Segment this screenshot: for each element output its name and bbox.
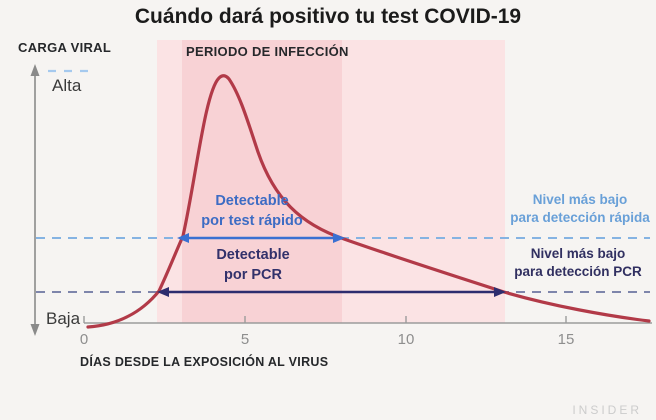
x-tick-label-5: 5 [240, 331, 250, 348]
x-tick-label-0: 0 [79, 331, 89, 348]
x-tick-label-10: 10 [397, 331, 415, 348]
rapid-threshold-annotation-line1: Nivel más bajo [532, 192, 628, 207]
pcr-window-annotation-line1: Detectable [216, 247, 290, 263]
viral-load-curve [86, 74, 651, 329]
rapid-test-window-band [182, 40, 342, 323]
insider-watermark: INSIDER [572, 403, 642, 417]
page-title: Cuándo dará positivo tu test COVID-19 [134, 5, 522, 28]
pcr-window-arrow-left-icon [157, 287, 169, 297]
y-axis-arrow-down-icon [30, 324, 40, 336]
x-tick-label-15: 15 [557, 331, 575, 348]
y-axis-label-baja: Baja [46, 309, 81, 328]
pcr-threshold-annotation-line2: para detección PCR [514, 264, 642, 280]
y-axis-label-alta: Alta [52, 76, 82, 95]
y-axis-title: CARGA VIRAL [18, 40, 112, 55]
pcr-window-annotation-line2: por PCR [224, 267, 282, 284]
infection-period-label: PERIODO DE INFECCIÓN [186, 44, 349, 59]
pcr-threshold-annotation: Nivel más bajo para detección PCR [498, 245, 656, 281]
rapid-threshold-annotation-line2: para detección rápida [510, 210, 650, 226]
rapid-window-arrow-left-icon [177, 233, 189, 243]
rapid-window-arrow-right-icon [333, 233, 345, 243]
pcr-window-arrow-right-icon [494, 287, 506, 297]
pcr-window-annotation: Detectable por PCR [170, 245, 336, 286]
rapid-window-annotation-line1: Detectable [215, 193, 289, 209]
pcr-threshold-annotation-line1: Nivel más bajo [530, 246, 626, 261]
rapid-window-annotation: Detectable por test rápido [170, 191, 334, 232]
y-axis-arrow-up-icon [30, 64, 40, 76]
rapid-window-annotation-line2: por test rápido [201, 213, 303, 230]
rapid-threshold-annotation: Nivel más bajo para detección rápida [504, 191, 656, 227]
x-axis-title: DÍAS DESDE LA EXPOSICIÓN AL VIRUS [80, 355, 329, 369]
